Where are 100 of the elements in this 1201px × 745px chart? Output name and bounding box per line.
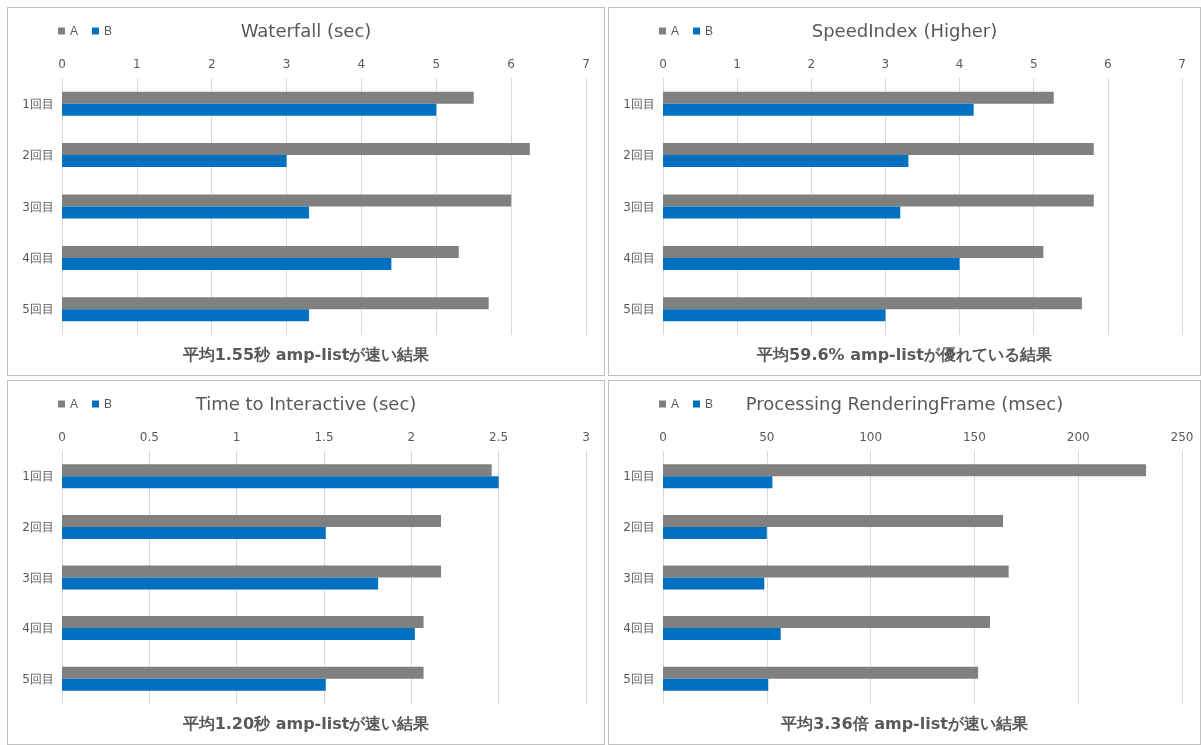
y-tick-label: 2回目 bbox=[22, 519, 54, 534]
x-tick-label: 1 bbox=[133, 57, 141, 71]
y-tick-label: 4回目 bbox=[623, 250, 655, 265]
x-tick-label: 100 bbox=[859, 430, 883, 444]
y-tick-label: 3回目 bbox=[623, 570, 655, 585]
bar bbox=[62, 257, 392, 270]
bar bbox=[62, 194, 512, 207]
x-tick-label: 1.5 bbox=[314, 430, 334, 444]
x-tick-label: 5 bbox=[432, 57, 441, 71]
bar bbox=[62, 666, 424, 679]
bar bbox=[663, 476, 773, 489]
chart-title: Processing RenderingFrame (msec) bbox=[745, 392, 1064, 414]
x-tick-label: 150 bbox=[962, 430, 986, 444]
bar bbox=[62, 628, 415, 641]
y-tick-label: 3回目 bbox=[623, 199, 655, 214]
bar bbox=[663, 666, 979, 679]
chart-title: Waterfall (sec) bbox=[240, 19, 372, 41]
bar bbox=[663, 514, 1004, 527]
bar bbox=[62, 206, 310, 219]
y-tick-label: 4回目 bbox=[22, 250, 54, 265]
x-tick-label: 0 bbox=[659, 57, 667, 71]
x-tick-label: 2.5 bbox=[489, 430, 509, 444]
legend-label: B bbox=[705, 397, 714, 411]
x-tick-label: 6 bbox=[1104, 57, 1112, 71]
bar bbox=[663, 245, 1044, 258]
x-tick-label: 2 bbox=[407, 430, 416, 444]
x-tick-label: 3 bbox=[582, 430, 590, 444]
bar bbox=[663, 155, 909, 168]
bar bbox=[663, 577, 765, 590]
y-tick-label: 3回目 bbox=[22, 199, 54, 214]
x-tick-label: 1 bbox=[232, 430, 241, 444]
x-tick-label: 5 bbox=[1029, 57, 1038, 71]
y-tick-label: 5回目 bbox=[623, 302, 655, 317]
bar bbox=[663, 565, 1009, 578]
text: 平均3.36倍 amp-listが速い結果 bbox=[780, 713, 1029, 733]
bar bbox=[663, 678, 769, 691]
x-tick-label: 2 bbox=[807, 57, 816, 71]
legend-label: A bbox=[671, 24, 680, 38]
x-tick-label: 4 bbox=[357, 57, 366, 71]
text: 平均1.20秒 amp-listが速い結果 bbox=[181, 713, 431, 733]
bar bbox=[663, 91, 1054, 104]
bar bbox=[62, 678, 326, 691]
y-tick-label: 4回目 bbox=[623, 621, 655, 636]
x-tick-label: 50 bbox=[759, 430, 775, 444]
bar bbox=[62, 514, 442, 527]
x-tick-label: 7 bbox=[1178, 57, 1186, 71]
bar bbox=[663, 464, 1147, 477]
legend-label: B bbox=[104, 397, 113, 411]
bar bbox=[62, 526, 326, 539]
bar bbox=[62, 297, 489, 310]
chart-title: SpeedIndex (Higher) bbox=[811, 19, 998, 41]
bar bbox=[62, 143, 530, 156]
bar bbox=[62, 476, 499, 489]
x-tick-label: 2 bbox=[207, 57, 216, 71]
y-tick-label: 5回目 bbox=[22, 302, 54, 317]
y-tick-label: 1回目 bbox=[623, 469, 655, 484]
x-tick-label: 4 bbox=[955, 57, 964, 71]
x-tick-label: 0 bbox=[58, 57, 66, 71]
x-tick-label: 3 bbox=[881, 57, 890, 71]
bar bbox=[62, 155, 287, 168]
y-tick-label: 2回目 bbox=[22, 148, 54, 163]
y-tick-label: 2回目 bbox=[623, 519, 655, 534]
y-tick-label: 1回目 bbox=[22, 469, 54, 484]
bar bbox=[62, 577, 379, 590]
x-tick-label: 6 bbox=[507, 57, 515, 71]
bar bbox=[62, 565, 442, 578]
x-tick-label: 250 bbox=[1170, 430, 1194, 444]
bar bbox=[663, 526, 767, 539]
bar bbox=[62, 91, 474, 104]
bar bbox=[663, 309, 886, 322]
legend-label: A bbox=[671, 397, 680, 411]
text: 平均1.55秒 amp-listが速い結果 bbox=[181, 344, 431, 364]
bar bbox=[663, 194, 1094, 207]
bar bbox=[663, 616, 990, 629]
y-tick-label: 1回目 bbox=[623, 96, 655, 111]
bar bbox=[663, 143, 1094, 156]
bar bbox=[663, 257, 960, 270]
y-tick-label: 4回目 bbox=[22, 621, 54, 636]
y-tick-label: 2回目 bbox=[623, 148, 655, 163]
bar bbox=[663, 206, 901, 219]
x-tick-label: 200 bbox=[1066, 430, 1090, 444]
x-tick-label: 7 bbox=[582, 57, 590, 71]
bar bbox=[62, 464, 492, 477]
x-tick-label: 1 bbox=[733, 57, 741, 71]
bar bbox=[663, 103, 974, 116]
bar bbox=[62, 103, 437, 116]
y-tick-label: 5回目 bbox=[22, 671, 54, 686]
bar bbox=[62, 616, 424, 629]
x-tick-label: 0 bbox=[659, 430, 667, 444]
y-tick-label: 3回目 bbox=[22, 570, 54, 585]
legend-label: A bbox=[70, 24, 79, 38]
text: 平均59.6% amp-listが優れている結果 bbox=[756, 344, 1053, 364]
legend-label: B bbox=[104, 24, 113, 38]
x-tick-label: 0.5 bbox=[139, 430, 159, 444]
y-tick-label: 1回目 bbox=[22, 96, 54, 111]
legend-label: A bbox=[70, 397, 79, 411]
bar bbox=[62, 309, 310, 322]
x-tick-label: 0 bbox=[58, 430, 66, 444]
bar bbox=[62, 245, 459, 258]
x-tick-label: 3 bbox=[282, 57, 291, 71]
